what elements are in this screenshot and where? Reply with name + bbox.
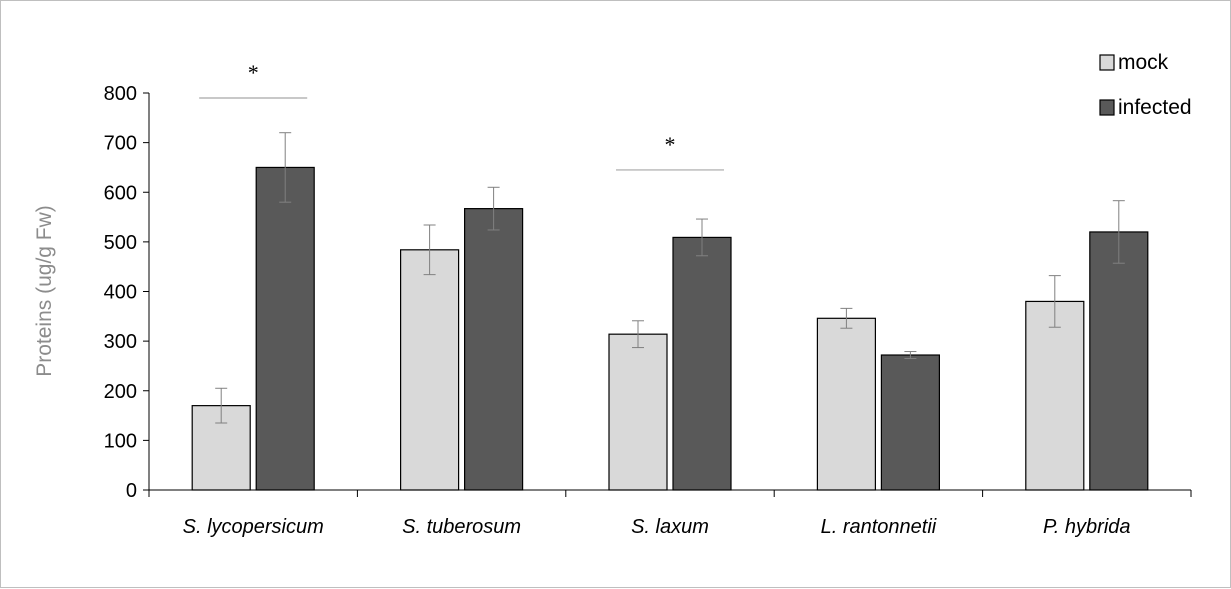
x-category-label: P. hybrida xyxy=(1043,516,1130,538)
x-category-label: S. tuberosum xyxy=(402,516,521,538)
bar-infected xyxy=(255,166,315,491)
x-category-label: S. lycopersicum xyxy=(183,516,324,538)
legend-item-infected: infected xyxy=(1099,96,1192,119)
bar-mock xyxy=(816,317,877,491)
error-bar-infected xyxy=(904,351,917,359)
bar-mock xyxy=(608,333,668,491)
error-bar-infected xyxy=(696,218,708,257)
error-bar-mock xyxy=(840,307,853,329)
y-tick-label: 300 xyxy=(104,331,137,353)
legend-swatch xyxy=(1099,54,1115,71)
error-bars-group xyxy=(215,132,1125,424)
bar-mock xyxy=(1025,300,1085,491)
legend-label: infected xyxy=(1118,96,1192,119)
y-tick-label: 700 xyxy=(104,133,137,155)
y-tick-label: 0 xyxy=(126,480,137,502)
error-bar-mock xyxy=(632,320,644,349)
y-tick-label: 400 xyxy=(104,282,137,304)
legend-label: mock xyxy=(1118,51,1169,74)
bar-infected xyxy=(1089,231,1149,491)
legend: mock infected xyxy=(1099,51,1192,119)
error-bar-mock xyxy=(1048,275,1061,328)
legend-swatch xyxy=(1099,99,1115,116)
bar-infected xyxy=(464,208,524,491)
y-tick-label: 800 xyxy=(104,83,137,105)
error-bar-mock xyxy=(215,387,228,424)
significance-annotations: ** xyxy=(199,60,724,171)
error-bar-infected xyxy=(1112,200,1125,264)
y-tick-label: 100 xyxy=(104,430,137,452)
x-category-label: L. rantonnetii xyxy=(821,516,937,538)
bars-group xyxy=(191,166,1149,491)
y-axis: 0 100 200 300 400 500 600 700 800 xyxy=(104,83,150,502)
y-tick-label: 200 xyxy=(104,381,137,403)
x-axis: S. lycopersicum S. tuberosum S. laxum L. ra… xyxy=(148,489,1192,538)
error-bar-mock xyxy=(423,224,436,276)
error-bar-infected xyxy=(487,186,500,231)
y-axis-label: Proteins (ug/g Fw) xyxy=(33,205,56,377)
y-tick-label: 500 xyxy=(104,232,137,254)
bar-infected xyxy=(880,354,941,491)
x-category-label: S. laxum xyxy=(631,516,709,538)
bar-mock xyxy=(400,249,460,491)
legend-item-mock: mock xyxy=(1099,51,1169,74)
error-bar-infected xyxy=(279,132,292,203)
bar-infected xyxy=(672,236,732,491)
y-tick-label: 600 xyxy=(104,182,137,204)
significance-star: * xyxy=(248,60,259,85)
significance-star: * xyxy=(665,132,676,157)
